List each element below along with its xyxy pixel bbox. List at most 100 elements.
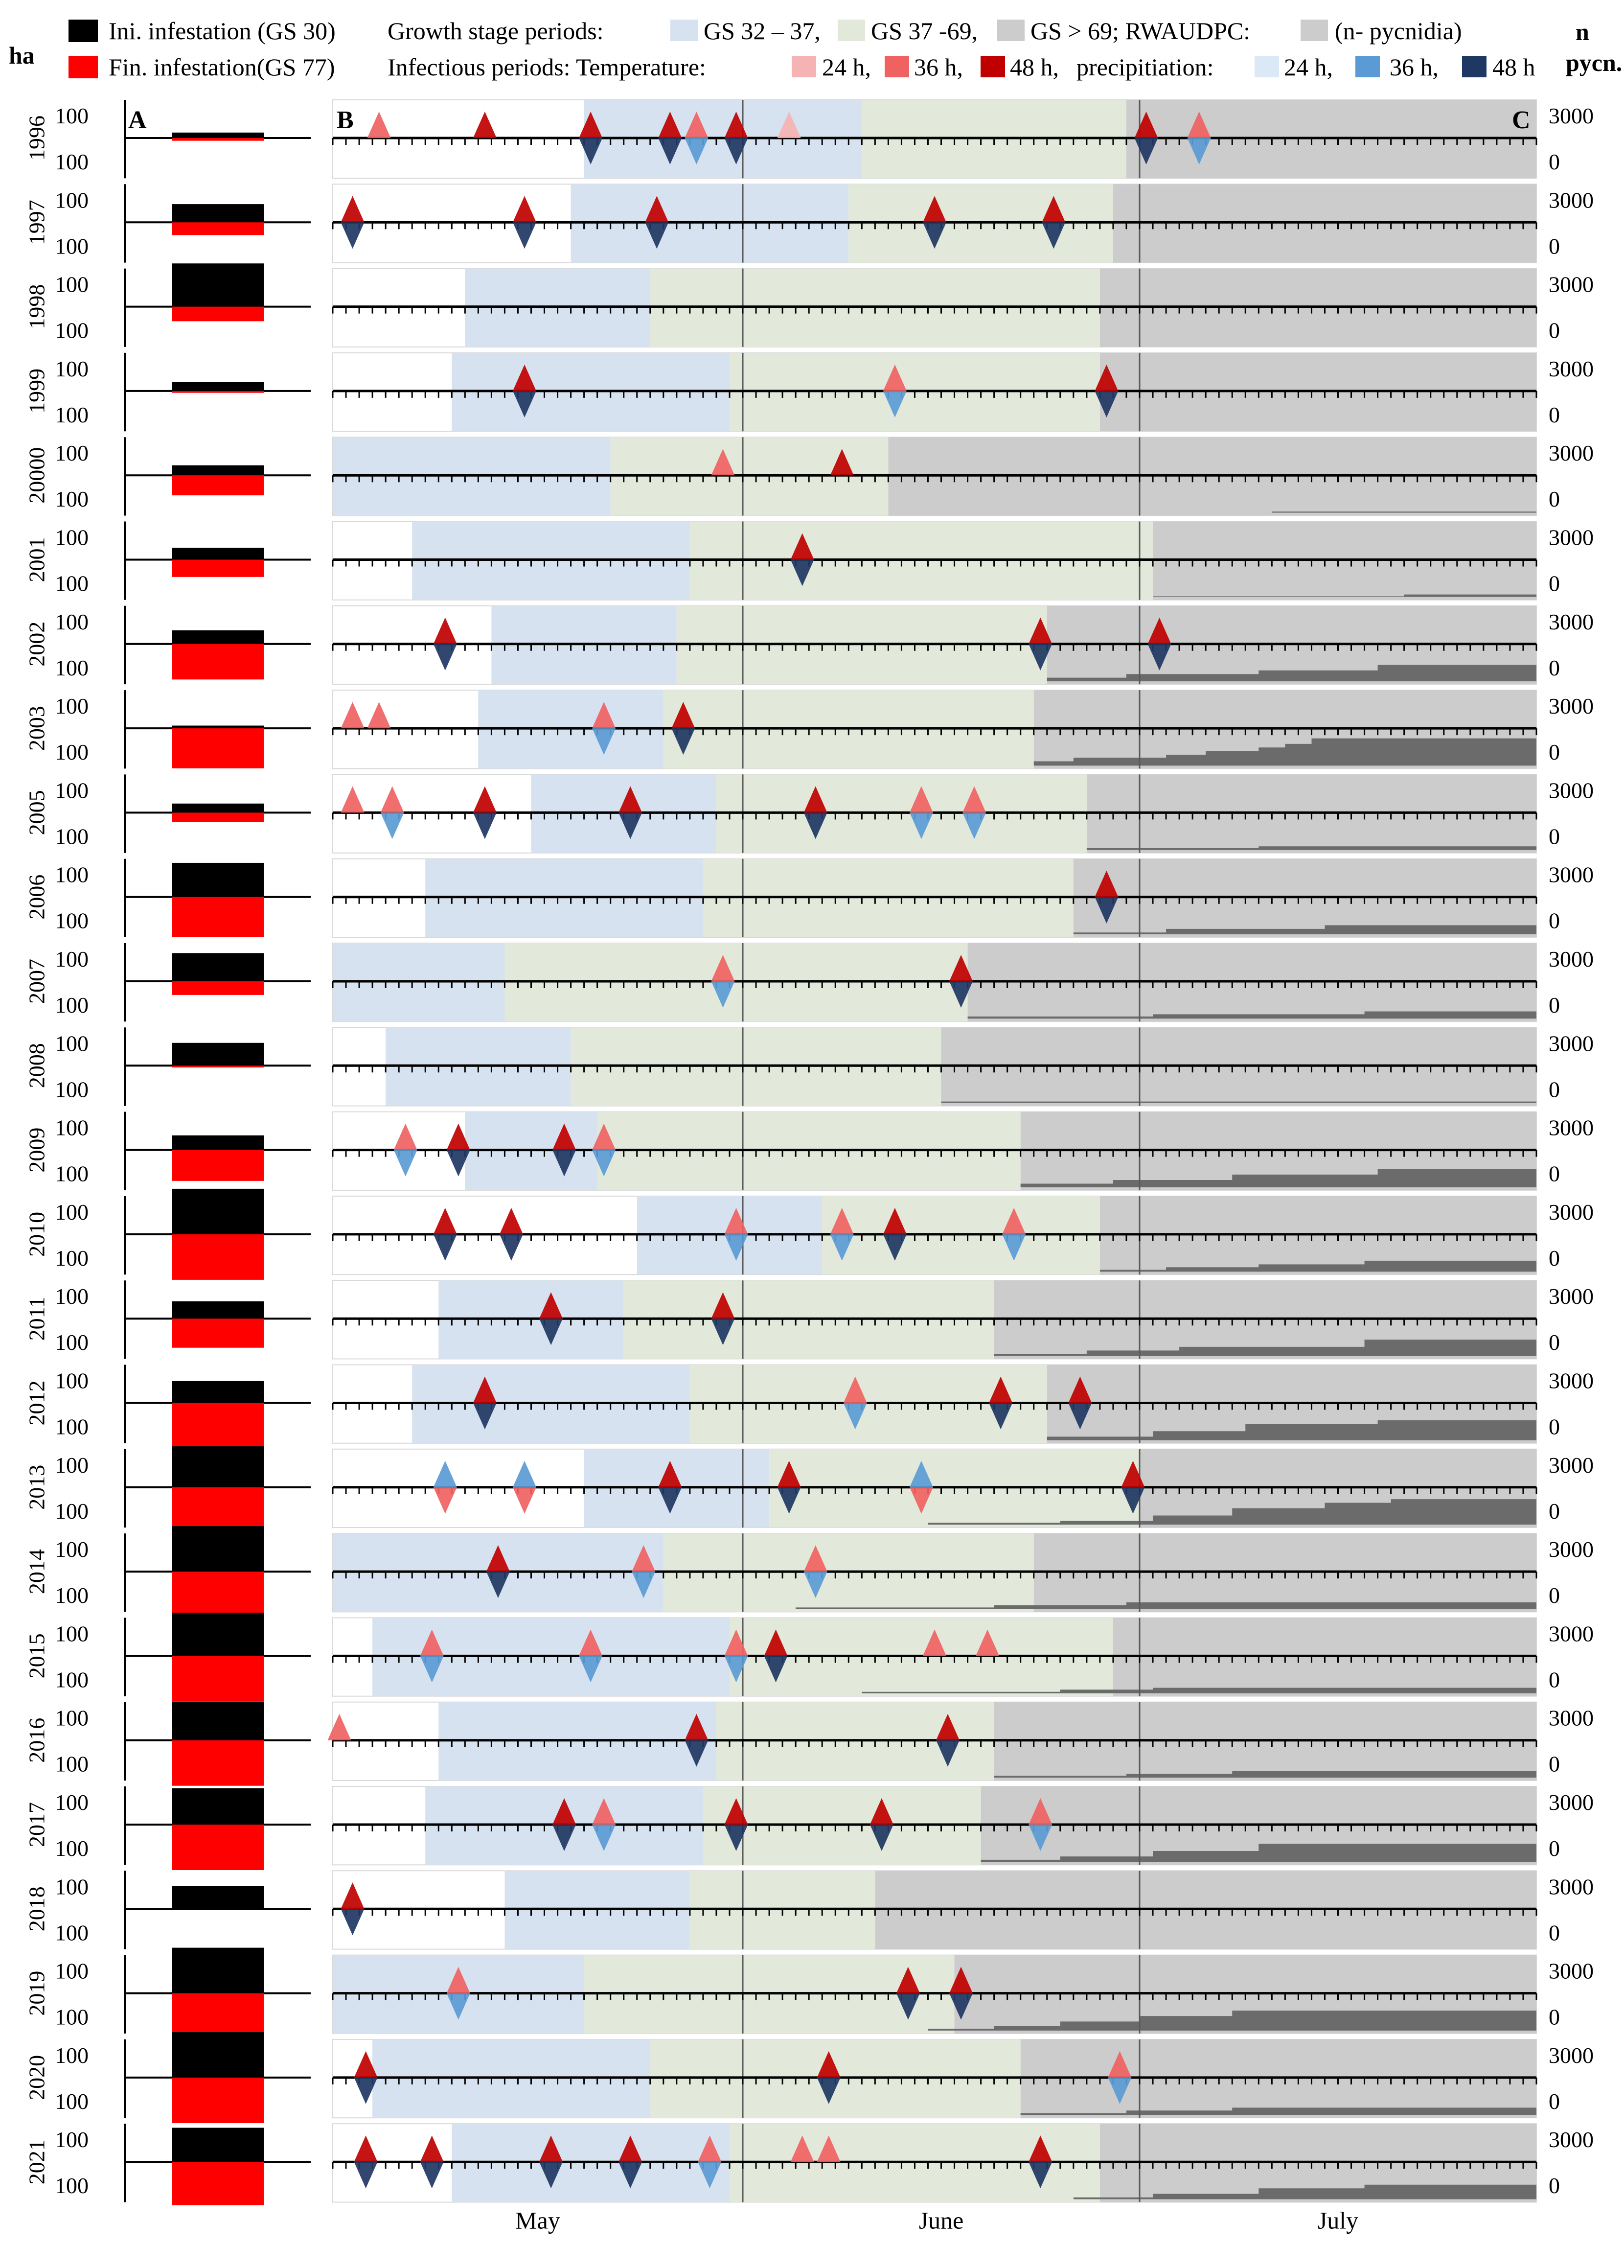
event-p48-marker (1095, 897, 1119, 924)
event-t48-marker (671, 702, 695, 729)
final-infestation-bar (172, 1740, 264, 1786)
left-tick-label-top: 100 (55, 1874, 89, 1899)
right-tick-label-bottom: 0 (1549, 1246, 1560, 1271)
event-p48-marker (936, 1740, 960, 1767)
final-infestation-bar (172, 897, 264, 937)
initial-infestation-bar (172, 2032, 264, 2078)
year-label: 1998 (24, 284, 49, 329)
legend-gs37-label: GS 37 -69, (871, 17, 978, 45)
year-panel-2010: 2010 100 100 3000 0 (24, 1188, 1594, 1280)
event-t48-marker (685, 1713, 709, 1740)
right-tick-label-bottom: 0 (1549, 908, 1560, 933)
event-p48-marker (420, 2162, 444, 2189)
left-tick-label-top: 100 (55, 187, 89, 212)
left-tick-label-bottom: 100 (55, 1499, 89, 1524)
final-infestation-bar (172, 391, 264, 393)
day-ticks (332, 897, 1537, 904)
initial-infestation-bar (172, 465, 264, 476)
event-t48-marker (354, 2051, 378, 2078)
event-t36-marker (592, 702, 616, 729)
final-infestation-bar (172, 644, 264, 680)
year-label: 2006 (24, 875, 49, 920)
left-tick-label-top: 100 (55, 1706, 89, 1731)
event-p36-marker (380, 812, 404, 839)
event-t48-marker (341, 1882, 365, 1909)
event-t36-marker (724, 1207, 748, 1234)
left-axis-unit: ha (9, 42, 35, 69)
event-p36-marker (685, 138, 709, 164)
event-t48-marker (817, 2051, 841, 2078)
right-tick-label-bottom: 0 (1549, 824, 1560, 849)
right-tick-label-top: 3000 (1549, 694, 1594, 718)
initial-infestation-bar (172, 803, 264, 813)
event-p48-marker (1095, 391, 1119, 417)
event-t48-marker (1068, 1376, 1092, 1403)
rwaudpc-area (1086, 844, 1536, 850)
left-tick-label-top: 100 (55, 947, 89, 972)
right-tick-label-bottom: 0 (1549, 993, 1560, 1018)
event-t48-marker (354, 2135, 378, 2162)
final-infestation-bar (172, 138, 264, 141)
year-label: 2013 (24, 1465, 49, 1510)
left-tick-label-bottom: 100 (55, 1836, 89, 1861)
rwaudpc-area (1153, 592, 1536, 597)
year-label: 2009 (24, 1128, 49, 1173)
left-tick-label-top: 100 (55, 1790, 89, 1815)
right-tick-label-top: 3000 (1549, 103, 1594, 128)
left-tick-label-top: 100 (55, 2043, 89, 2068)
initial-infestation-bar (172, 1701, 264, 1740)
year-panel-2006: 2006 100 100 3000 0 (24, 858, 1594, 938)
year-panel-2021: 2021 100 100 3000 0 (24, 2123, 1594, 2205)
event-t48-marker (645, 196, 669, 223)
panel-label-a: A (128, 106, 147, 134)
legend-t48-label: 48 h, (1010, 53, 1059, 81)
event-t48-marker (1029, 2135, 1052, 2162)
event-p48-marker (539, 1319, 563, 1345)
right-tick-label-bottom: 0 (1549, 1836, 1560, 1861)
right-tick-label-top: 3000 (1549, 2043, 1594, 2068)
right-tick-label-bottom: 0 (1549, 1161, 1560, 1186)
left-tick-label-top: 100 (55, 1284, 89, 1309)
event-t36-marker (632, 1545, 656, 1572)
left-tick-label-top: 100 (55, 356, 89, 381)
event-p36-marker (1187, 138, 1211, 164)
event-t48-marker (433, 1207, 457, 1234)
legend-swatch-t24 (792, 56, 816, 77)
legend-t24-label: 24 h, (822, 53, 871, 81)
event-t36-marker (446, 1967, 470, 1993)
left-tick-label-bottom: 100 (55, 1752, 89, 1777)
event-t48-marker (1095, 364, 1119, 391)
day-ticks (332, 1909, 1537, 1916)
event-t48-marker (1134, 112, 1158, 138)
event-t36-marker (341, 786, 365, 813)
right-tick-label-bottom: 0 (1549, 1499, 1560, 1524)
event-p48-marker (552, 1150, 576, 1177)
rwaudpc-area (928, 2009, 1536, 2031)
final-infestation-bar (172, 1234, 264, 1280)
initial-infestation-bar (172, 725, 264, 729)
year-label: 2018 (24, 1886, 49, 1931)
event-t36-marker (803, 1545, 827, 1572)
legend-precip-title: precipitiation: (1076, 53, 1213, 81)
initial-infestation-bar (172, 204, 264, 223)
legend-gs69-label: GS > 69; RWAUDPC: (1030, 17, 1250, 45)
event-t48-marker (724, 112, 748, 138)
year-panel-2009: 2009 100 100 3000 0 (24, 1111, 1594, 1191)
event-p36-marker (512, 1460, 536, 1487)
day-ticks (332, 559, 1537, 567)
rwaudpc-area (1272, 509, 1536, 513)
left-tick-label-bottom: 100 (55, 1246, 89, 1271)
initial-infestation-bar (172, 1526, 264, 1572)
day-ticks (332, 1065, 1537, 1073)
event-p48-marker (354, 2162, 378, 2189)
left-tick-label-bottom: 100 (55, 1667, 89, 1692)
left-tick-label-top: 100 (55, 609, 89, 634)
initial-infestation-bar (172, 1947, 264, 1993)
event-t48-marker (473, 1376, 497, 1403)
rwaudpc-area (994, 1338, 1536, 1356)
event-p36-marker (579, 1656, 603, 1683)
rwaudpc-area (1073, 921, 1536, 934)
year-label: 2002 (24, 622, 49, 667)
